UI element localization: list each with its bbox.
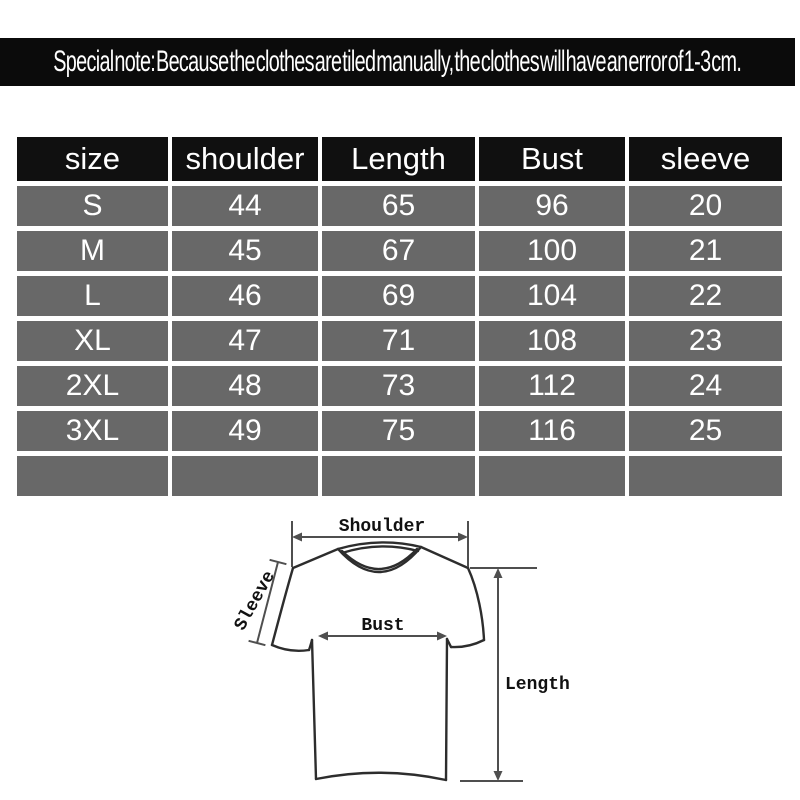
size-table-cell: 69 — [322, 276, 475, 316]
size-table-row: XL 47 71 108 23 — [17, 321, 782, 361]
size-table-body: S 44 65 96 20 M 45 67 100 21 L 46 69 104 22 XL 47 71 108 23… — [17, 186, 782, 496]
size-table-cell: 44 — [172, 186, 318, 226]
size-table-cell: S — [17, 186, 168, 226]
size-table-cell: 3XL — [17, 411, 168, 451]
size-table-cell: M — [17, 231, 168, 271]
size-table-cell: 104 — [479, 276, 625, 316]
tshirt-outline — [270, 541, 486, 782]
col-header-bust: Bust — [479, 137, 625, 181]
size-table-cell: 100 — [479, 231, 625, 271]
length-measure-line — [460, 567, 537, 782]
size-table-row: M 45 67 100 21 — [17, 231, 782, 271]
sleeve-measure-line — [248, 558, 287, 647]
size-table-row: S 44 65 96 20 — [17, 186, 782, 226]
size-table-cell: 116 — [479, 411, 625, 451]
special-note-text: Special note: Because the clothes are ti… — [53, 45, 742, 78]
size-table-cell: 48 — [172, 366, 318, 406]
size-table-cell: XL — [17, 321, 168, 361]
size-table-cell — [17, 456, 168, 496]
shoulder-label: Shoulder — [339, 517, 425, 537]
size-table-cell: 73 — [322, 366, 475, 406]
size-table-cell: 24 — [629, 366, 782, 406]
size-table-cell: 108 — [479, 321, 625, 361]
col-header-shoulder: shoulder — [172, 137, 318, 181]
special-note-banner: Special note: Because the clothes are ti… — [0, 38, 795, 86]
col-header-length: Length — [322, 137, 475, 181]
size-table-cell: 112 — [479, 366, 625, 406]
size-table-cell — [629, 456, 782, 496]
size-table-cell: 67 — [322, 231, 475, 271]
size-table-cell: 47 — [172, 321, 318, 361]
size-table-cell: 75 — [322, 411, 475, 451]
size-table-cell — [479, 456, 625, 496]
bust-measure-line — [318, 631, 447, 641]
size-table-cell: 71 — [322, 321, 475, 361]
size-table-cell: 25 — [629, 411, 782, 451]
shoulder-measure-line — [291, 521, 469, 567]
size-table: size shoulder Length Bust sleeve S 44 65 96… — [13, 132, 786, 501]
size-table-row — [17, 456, 782, 496]
size-table-cell: 21 — [629, 231, 782, 271]
size-table-cell: 2XL — [17, 366, 168, 406]
col-header-sleeve: sleeve — [629, 137, 782, 181]
tshirt-measurement-diagram: Shoulder Bust Sleeve Length — [231, 517, 570, 782]
size-table-row: 2XL 48 73 112 24 — [17, 366, 782, 406]
size-table-cell: 49 — [172, 411, 318, 451]
size-table-row: 3XL 49 75 116 25 — [17, 411, 782, 451]
size-table-cell — [322, 456, 475, 496]
size-table-cell: 45 — [172, 231, 318, 271]
size-table-cell: 46 — [172, 276, 318, 316]
length-label: Length — [505, 675, 570, 695]
size-table-cell: 65 — [322, 186, 475, 226]
size-table-row: L 46 69 104 22 — [17, 276, 782, 316]
size-table-cell: 20 — [629, 186, 782, 226]
sleeve-label: Sleeve — [231, 568, 280, 634]
size-table-header-row: size shoulder Length Bust sleeve — [17, 137, 782, 181]
size-table-cell — [172, 456, 318, 496]
size-table-cell: L — [17, 276, 168, 316]
size-table-cell: 96 — [479, 186, 625, 226]
bust-label: Bust — [361, 616, 404, 636]
size-table-cell: 22 — [629, 276, 782, 316]
col-header-size: size — [17, 137, 168, 181]
size-table-cell: 23 — [629, 321, 782, 361]
